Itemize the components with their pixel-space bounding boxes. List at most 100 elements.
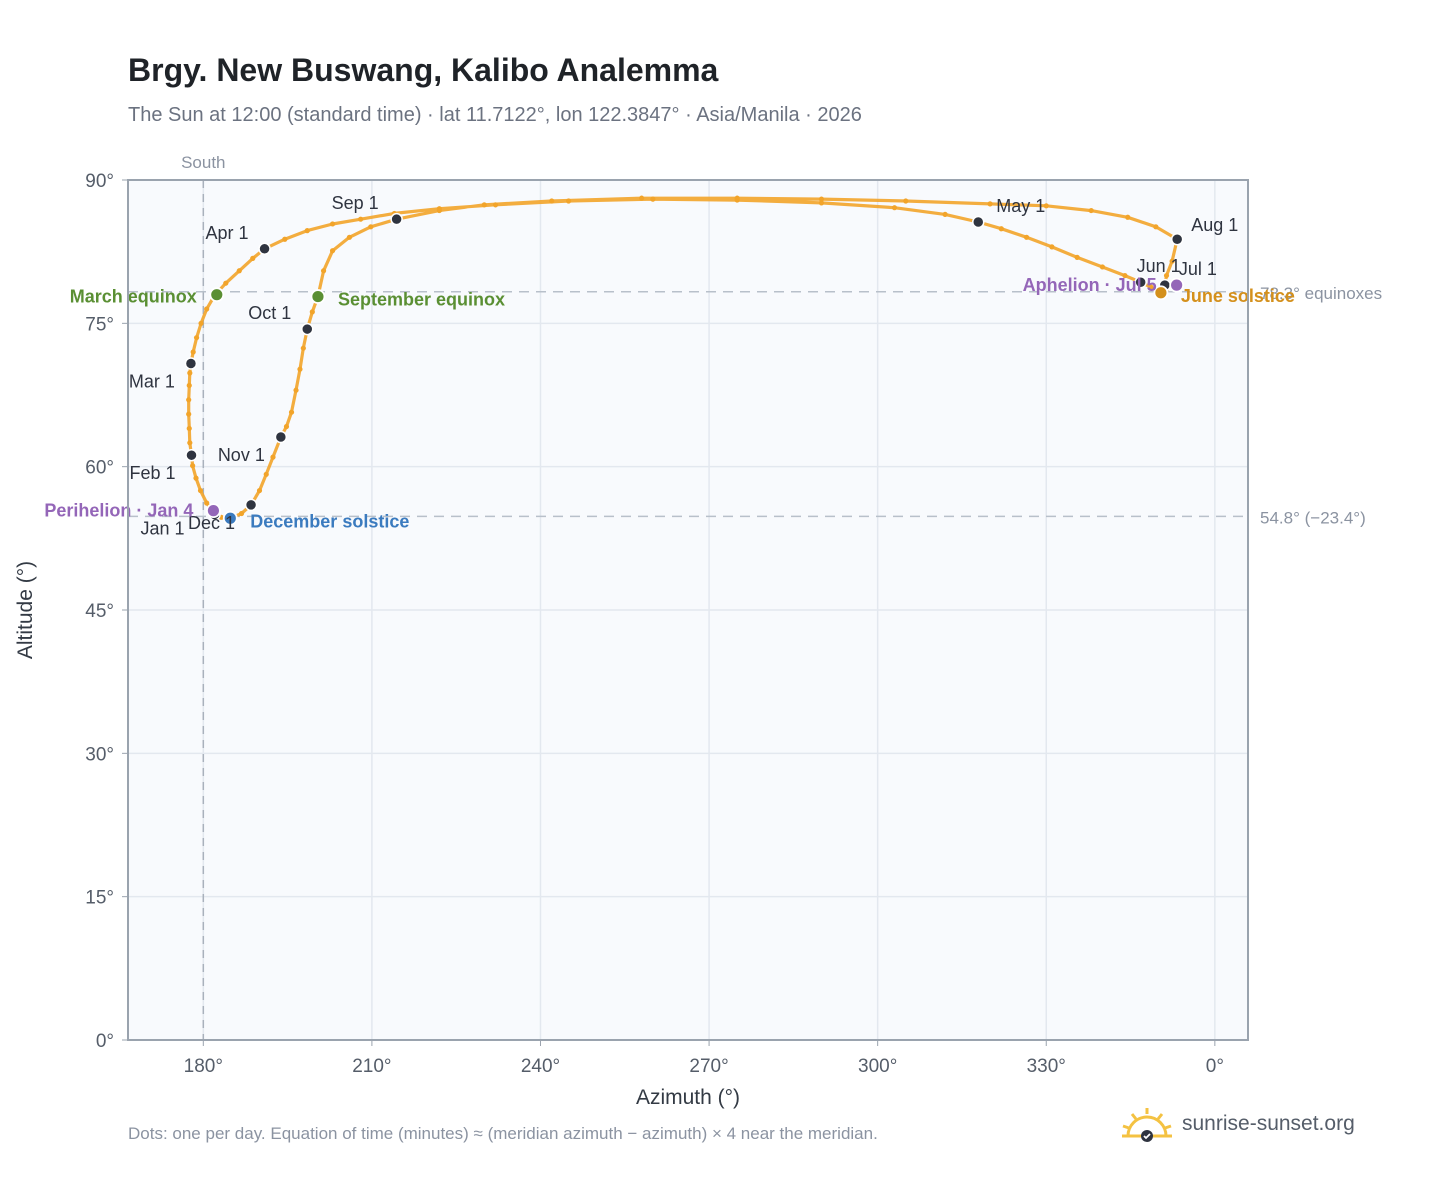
daily-dot: [309, 309, 315, 315]
daily-dot: [358, 216, 364, 222]
daily-dot: [549, 198, 555, 204]
month-marker: [301, 322, 314, 336]
x-axis-title: Azimuth (°): [636, 1086, 740, 1109]
daily-dot: [204, 306, 210, 312]
month-label: Feb 1: [129, 463, 175, 483]
daily-dot: [190, 349, 196, 355]
month-label: Jan 1: [140, 518, 184, 538]
event-label: June solstice: [1181, 286, 1295, 306]
daily-dot: [346, 234, 353, 240]
daily-dot: [1169, 258, 1175, 264]
daily-dot: [204, 500, 210, 506]
daily-dot: [187, 370, 193, 376]
sun-logo-icon: [1122, 1108, 1172, 1142]
x-tick-label: 300°: [858, 1056, 897, 1077]
daily-dot: [987, 201, 993, 207]
month-label: Dec 1: [188, 513, 235, 533]
event-marker: [222, 510, 238, 526]
daily-dot: [263, 471, 269, 477]
month-label: Jul 1: [1179, 259, 1217, 279]
daily-dot: [256, 487, 263, 494]
brand-logo[interactable]: sunrise-sunset.org: [1120, 1104, 1355, 1144]
daily-dot: [1122, 272, 1128, 279]
month-marker: [244, 498, 258, 512]
daily-dot: [1049, 244, 1055, 250]
y-tick-label: 90°: [85, 171, 114, 192]
daily-dot: [998, 226, 1004, 232]
daily-dot: [891, 205, 898, 211]
daily-dot: [186, 425, 192, 432]
daily-dot: [1088, 207, 1094, 214]
event-marker: [1153, 285, 1169, 301]
daily-dot: [197, 487, 204, 494]
month-label: Mar 1: [129, 371, 175, 391]
daily-dot: [198, 320, 204, 326]
daily-dot: [481, 202, 487, 208]
y-tick-label: 15°: [85, 888, 114, 909]
daily-dot: [186, 411, 192, 417]
daily-dot: [1125, 214, 1131, 220]
daily-dot: [329, 248, 336, 254]
brand-name: sunrise-sunset.org: [1182, 1112, 1355, 1135]
event-label: Aphelion · Jul 5: [1023, 275, 1157, 295]
daily-dot: [187, 440, 193, 446]
x-tick-label: 0°: [1206, 1056, 1224, 1077]
daily-dot: [293, 387, 299, 393]
daily-dot: [1099, 264, 1106, 270]
event-label: March equinox: [70, 287, 197, 307]
daily-dot: [270, 454, 276, 460]
daily-dot: [190, 463, 196, 469]
daily-dot: [1163, 272, 1170, 279]
x-tick-label: 330°: [1027, 1056, 1066, 1077]
x-tick-label: 240°: [521, 1056, 560, 1077]
daily-dot: [288, 409, 295, 415]
event-label: December solstice: [250, 511, 409, 531]
daily-dot: [1074, 254, 1080, 260]
reference-label: 78.3° equinoxes: [1260, 284, 1382, 303]
south-label: South: [181, 153, 225, 172]
month-marker: [258, 242, 271, 256]
event-marker: [209, 287, 225, 303]
reference-label: 54.8° (−23.4°): [1260, 508, 1366, 527]
month-label: Oct 1: [248, 303, 291, 323]
y-tick-label: 45°: [85, 601, 114, 622]
month-marker: [972, 215, 985, 229]
month-marker: [185, 448, 198, 462]
daily-dot: [818, 200, 825, 206]
daily-dot: [300, 345, 306, 351]
daily-dot: [320, 268, 327, 274]
month-marker: [274, 430, 288, 444]
daily-dot: [650, 196, 656, 202]
daily-dot: [1043, 203, 1049, 209]
x-tick-label: 210°: [352, 1056, 391, 1077]
footnote: Dots: one per day. Equation of time (min…: [128, 1124, 878, 1143]
month-marker: [1134, 275, 1147, 289]
daily-dot: [903, 198, 909, 204]
chart-title: Brgy. New Buswang, Kalibo Analemma: [128, 52, 719, 88]
event-marker: [1169, 277, 1185, 293]
event-label: September equinox: [338, 290, 505, 310]
month-label: Apr 1: [206, 223, 249, 243]
x-tick-label: 180°: [184, 1056, 223, 1077]
y-tick-label: 30°: [85, 744, 114, 765]
month-label: Sep 1: [332, 193, 379, 213]
daily-dot: [297, 366, 303, 372]
chart-subtitle: The Sun at 12:00 (standard time) · lat 1…: [128, 104, 862, 126]
daily-dot: [1023, 234, 1030, 240]
daily-dot: [1153, 224, 1159, 230]
daily-dot: [193, 335, 200, 341]
daily-dot: [818, 196, 825, 202]
daily-dot: [329, 221, 336, 227]
daily-dot: [236, 268, 242, 274]
daily-dot: [282, 236, 288, 242]
daily-dot: [942, 211, 948, 217]
event-marker: [206, 503, 221, 519]
daily-dot: [1148, 284, 1154, 290]
daily-dot: [283, 423, 290, 430]
daily-dot: [565, 198, 572, 204]
daily-dot: [186, 397, 192, 403]
daily-dot: [368, 224, 374, 230]
daily-dot: [492, 202, 499, 208]
daily-dot: [193, 475, 199, 481]
